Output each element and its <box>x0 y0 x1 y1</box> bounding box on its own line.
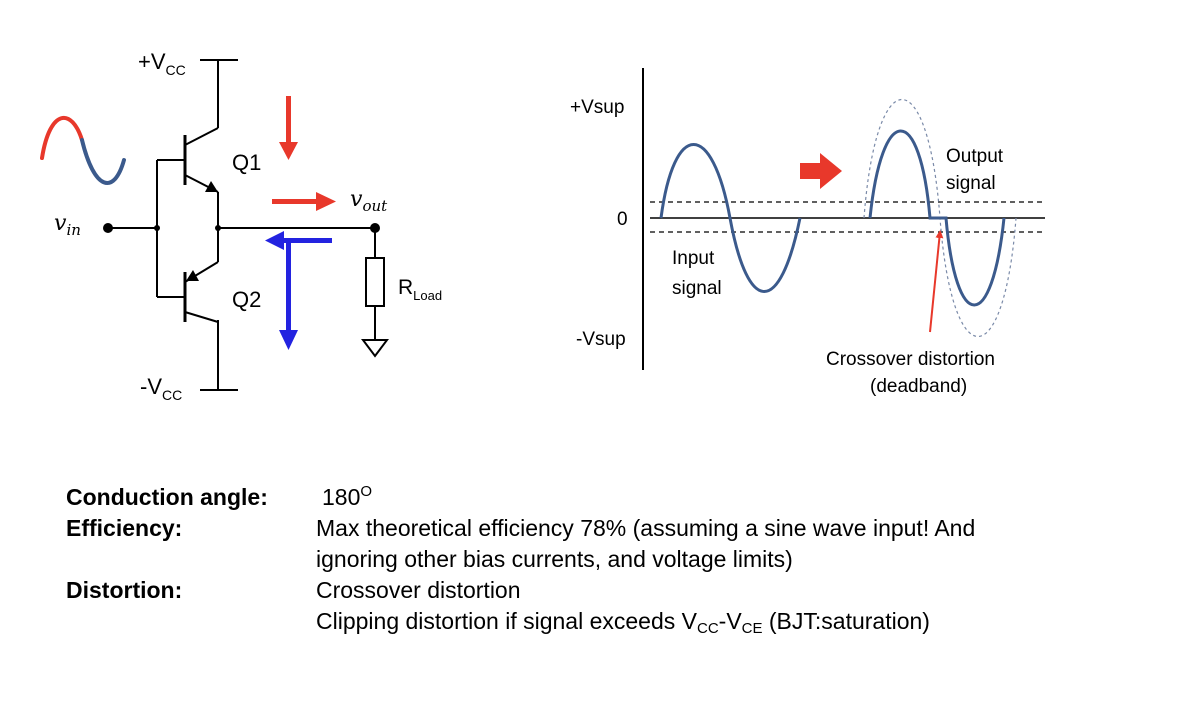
conduction-label: Conduction angle: <box>66 484 268 510</box>
push-current-arrows <box>272 96 336 211</box>
load-resistor <box>365 257 385 307</box>
zero-label: 0 <box>617 209 628 230</box>
efficiency-line1: Max theoretical efficiency 78% (assuming… <box>316 515 976 541</box>
push-pull-circuit <box>108 59 389 391</box>
efficiency-label: Efficiency: <box>66 515 183 541</box>
distortion-line1: Crossover distortion <box>316 577 521 603</box>
ground-symbol <box>361 339 389 358</box>
input-label-line2: signal <box>672 278 722 299</box>
q2-transistor <box>157 261 219 323</box>
distortion-label: Distortion: <box>66 577 183 603</box>
input-signal-wave <box>659 143 802 293</box>
vcc-pos-label: +VCC <box>138 49 186 78</box>
q1-transistor <box>157 127 219 193</box>
waveform-plot: +Vsup 0 -Vsup Output signal Input signal… <box>570 68 1045 397</box>
vin-label: vin <box>54 211 81 239</box>
vcc-neg-label: -VCC <box>140 374 182 403</box>
rload-label: RLoad <box>398 276 442 303</box>
crossover-label-line1: Crossover distortion <box>826 349 995 370</box>
efficiency-line2: ignoring other bias currents, and voltag… <box>316 546 793 572</box>
amplify-arrow-icon <box>800 153 842 189</box>
q2-label: Q2 <box>232 287 261 312</box>
q1-label: Q1 <box>232 150 261 175</box>
crossover-pointer <box>929 230 944 333</box>
output-label-line1: Output <box>946 146 1004 167</box>
input-sine-icon <box>40 115 126 185</box>
circuit-nodes <box>103 223 380 233</box>
clipping-line: Clipping distortion if signal exceeds VC… <box>316 608 930 637</box>
crossover-label-line2: (deadband) <box>870 376 967 397</box>
conduction-value: 180O <box>322 483 373 510</box>
input-label-line1: Input <box>672 248 715 269</box>
pull-current-arrows <box>265 231 332 350</box>
output-signal-wave <box>868 129 1006 307</box>
vsup-neg-label: -Vsup <box>576 329 626 350</box>
vsup-pos-label: +Vsup <box>570 97 624 118</box>
output-label-line2: signal <box>946 173 996 194</box>
vout-label: vout <box>350 187 388 215</box>
